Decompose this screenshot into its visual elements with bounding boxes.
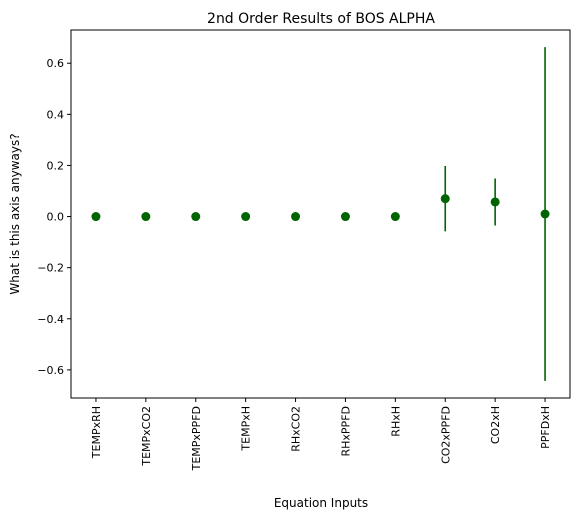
y-tick-label: −0.6 xyxy=(37,364,64,377)
x-tick-label: CO2xH xyxy=(489,406,502,444)
data-point xyxy=(490,197,500,207)
x-tick-label: RHxCO2 xyxy=(290,406,303,452)
chart-title: 2nd Order Results of BOS ALPHA xyxy=(207,11,435,27)
data-point xyxy=(141,212,151,222)
data-point xyxy=(291,212,301,222)
x-tick-label: TEMPxRH xyxy=(90,406,103,459)
data-point xyxy=(340,212,350,222)
y-tick-label: 0.2 xyxy=(47,159,65,172)
y-axis-label: What is this axis anyways? xyxy=(8,133,22,294)
x-tick-label: RHxH xyxy=(389,406,402,437)
y-tick-label: 0.0 xyxy=(47,211,65,224)
data-point xyxy=(390,212,400,222)
data-point xyxy=(440,194,450,204)
y-tick-label: −0.4 xyxy=(37,313,64,326)
x-tick-label: PPFDxH xyxy=(539,406,552,449)
plot-frame xyxy=(70,29,571,399)
x-axis: TEMPxRH TEMPxCO2 TEMPxPPFD TEMPxH RHxCO2 RHxP… xyxy=(90,398,552,471)
data-point xyxy=(191,212,201,222)
data-point xyxy=(540,209,550,219)
y-tick-label: 0.4 xyxy=(47,108,65,121)
y-tick-label: 0.6 xyxy=(47,57,65,70)
x-tick-label: TEMPxCO2 xyxy=(140,406,153,467)
data-point xyxy=(241,212,251,222)
x-tick-label: CO2xPPFD xyxy=(439,406,452,464)
y-tick-label: −0.2 xyxy=(37,262,64,275)
x-axis-label: Equation Inputs xyxy=(274,496,368,510)
x-tick-label: TEMPxPPFD xyxy=(190,406,203,471)
data-point xyxy=(91,212,101,222)
x-tick-label: TEMPxH xyxy=(240,406,253,452)
y-axis: −0.6 −0.4 −0.2 0.0 0.2 0.4 0.6 xyxy=(37,57,71,377)
x-tick-label: RHxPPFD xyxy=(339,406,352,457)
plot-area xyxy=(91,47,550,381)
